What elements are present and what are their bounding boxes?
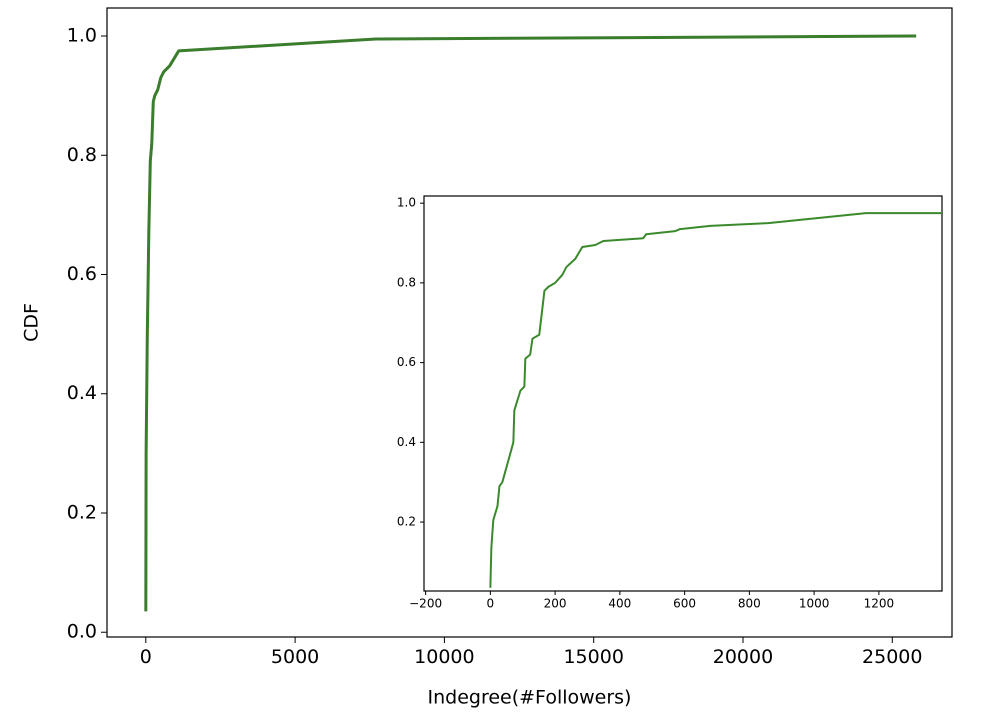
y-tick-label: 1.0 — [397, 196, 416, 210]
y-tick-label: 0.2 — [67, 501, 97, 523]
y-tick-label: 0.6 — [397, 355, 416, 369]
x-axis-label: Indegree(#Followers) — [428, 687, 632, 709]
cdf-line — [489, 212, 942, 588]
y-tick-label: 0.4 — [67, 382, 97, 404]
cdf-line — [144, 34, 917, 612]
y-tick-label: 0.6 — [67, 263, 97, 285]
x-tick-label: 25000 — [862, 646, 922, 668]
y-tick-label: 1.0 — [67, 25, 97, 47]
x-tick-label: 400 — [608, 597, 631, 611]
x-tick-label: 10000 — [414, 646, 474, 668]
x-tick-label: 15000 — [563, 646, 623, 668]
y-tick-label: 0.4 — [397, 435, 416, 449]
y-tick-label: 0.2 — [397, 515, 416, 529]
x-tick-label: 0 — [140, 646, 152, 668]
x-tick-label: −200 — [409, 597, 442, 611]
x-tick-label: 600 — [673, 597, 696, 611]
x-tick-label: 800 — [738, 597, 761, 611]
x-tick-label: 1000 — [799, 597, 830, 611]
plot-area — [423, 195, 943, 592]
y-tick-label: 0.8 — [67, 144, 97, 166]
x-tick-label: 20000 — [713, 646, 773, 668]
x-tick-label: 0 — [487, 597, 495, 611]
x-tick-label: 1200 — [864, 597, 895, 611]
x-tick-label: 5000 — [271, 646, 319, 668]
x-tick-label: 200 — [544, 597, 567, 611]
y-tick-label: 0.0 — [67, 621, 97, 643]
y-tick-label: 0.8 — [397, 275, 416, 289]
y-axis-label: CDF — [21, 303, 43, 342]
